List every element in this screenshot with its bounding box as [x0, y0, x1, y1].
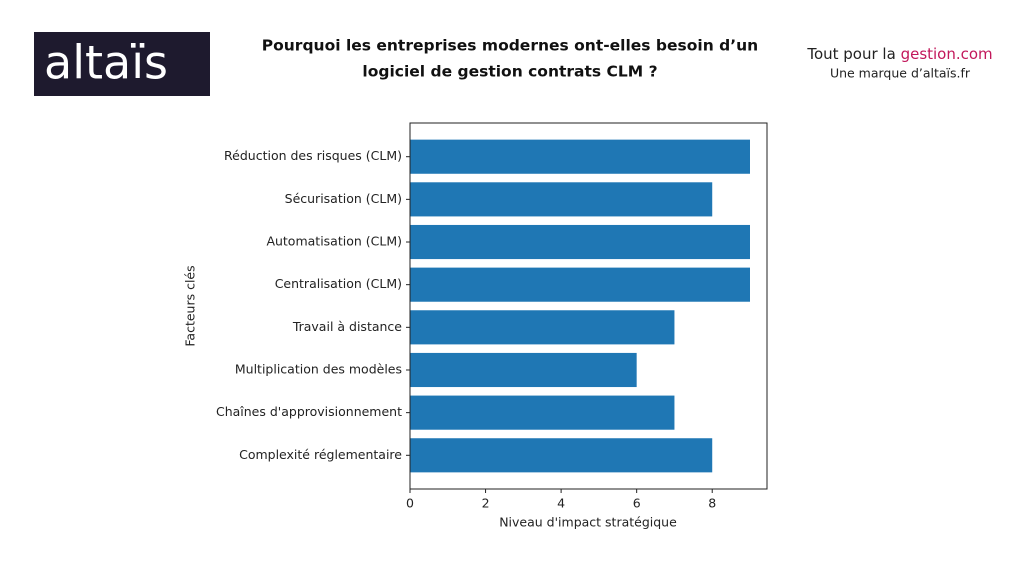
bar — [410, 438, 713, 473]
bar — [410, 352, 637, 388]
logo-box — [34, 32, 210, 96]
y-axis-label: Facteurs clés — [183, 265, 198, 346]
x-tick-label: 6 — [633, 496, 641, 511]
bar — [410, 224, 750, 260]
bar — [410, 139, 750, 174]
logo: altaïs — [44, 36, 168, 90]
y-tick-label: Complexité réglementaire — [239, 447, 402, 462]
x-tick-label: 4 — [557, 496, 565, 511]
y-tick-label: Réduction des risques (CLM) — [224, 148, 402, 163]
y-tick-label: Travail à distance — [292, 319, 402, 334]
y-tick-label: Centralisation (CLM) — [275, 276, 402, 291]
x-tick-label: 0 — [406, 496, 414, 511]
brand-highlight: gestion.com — [901, 45, 993, 63]
title-line: Pourquoi les entreprises modernes ont-el… — [262, 37, 758, 55]
x-tick-label: 8 — [708, 496, 716, 511]
x-axis-label: Niveau d'impact stratégique — [499, 515, 677, 530]
y-tick-label: Multiplication des modèles — [235, 361, 402, 376]
bar — [410, 182, 713, 217]
brand-tagline: Une marque d’altaïs.fr — [830, 66, 971, 81]
brand-prefix: Tout pour la — [806, 45, 895, 63]
plot-frame — [409, 122, 768, 490]
bar — [410, 267, 750, 302]
y-tick-label: Sécurisation (CLM) — [285, 191, 402, 206]
brand: Tout pour la gestion.com — [806, 45, 992, 63]
bar — [410, 395, 675, 430]
bar — [410, 310, 675, 345]
y-tick-label: Automatisation (CLM) — [266, 234, 402, 249]
y-tick-label: Chaînes d'approvisionnement — [216, 404, 402, 419]
title-line: logiciel de gestion contrats CLM ? — [362, 63, 657, 81]
x-tick-label: 2 — [482, 496, 490, 511]
